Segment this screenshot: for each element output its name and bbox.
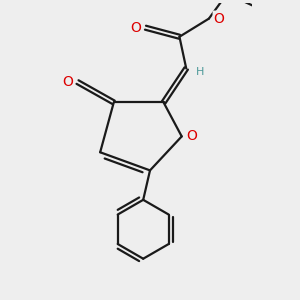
Text: O: O [130, 21, 141, 35]
Text: O: O [62, 75, 73, 89]
Text: O: O [187, 129, 197, 143]
Text: O: O [214, 12, 224, 26]
Text: H: H [196, 67, 204, 77]
